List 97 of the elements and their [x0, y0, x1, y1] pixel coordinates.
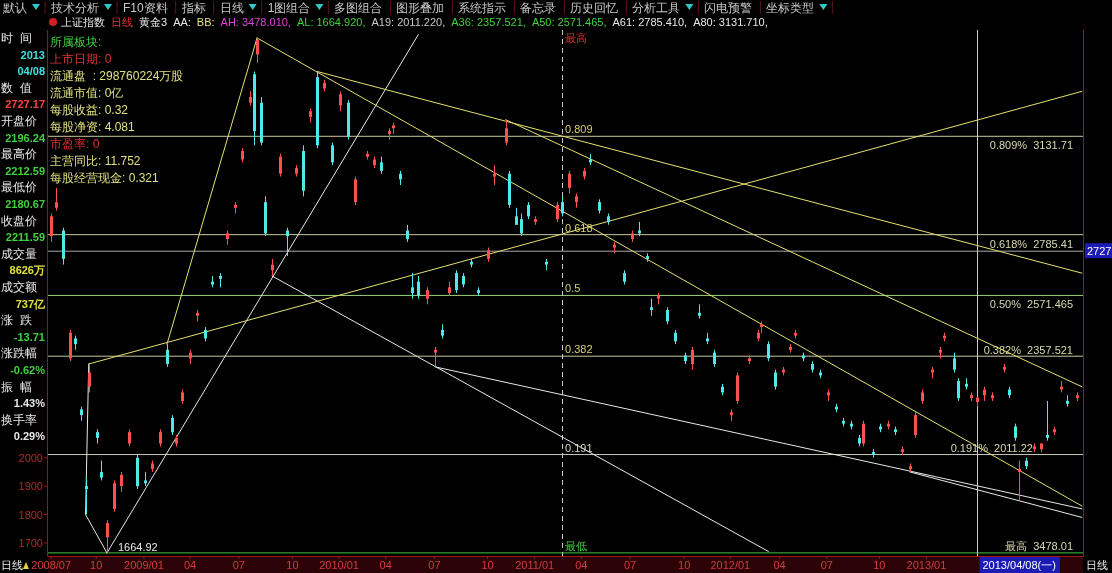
panel-value: 2212.59: [5, 164, 45, 177]
tick-label: 10: [286, 559, 299, 571]
tick-label: 04: [773, 559, 786, 571]
tick-label: 2012/01: [710, 559, 751, 571]
panel-value: 1.43%: [13, 397, 45, 410]
panel-value: -0.62%: [10, 364, 45, 376]
info-line: 每股经营现金: 0.321: [50, 171, 159, 185]
status-item: BB:: [196, 16, 215, 28]
menu-item: 图形叠加: [396, 1, 445, 15]
annotation: 最低: [565, 539, 587, 552]
panel-label: 成交额: [1, 280, 37, 294]
tick-label: 07: [623, 559, 637, 571]
tick-label: 1800: [18, 508, 43, 521]
panel-label: 涨 跌: [1, 313, 32, 328]
status-item: A61: 2785.410,: [612, 16, 688, 28]
ref-label: 2013/04/08(一): [982, 559, 1056, 571]
menu-item: 指标: [181, 1, 206, 15]
info-line: 流通盘 : 298760224万股: [50, 69, 184, 83]
status-item: AA:: [173, 16, 191, 28]
tick-label: 10: [678, 559, 691, 571]
period-label: 日线: [1, 559, 23, 571]
info-line: 每股收益: 0.32: [50, 103, 129, 117]
tick-label: 2008/07: [31, 559, 72, 571]
panel-label: 最低价: [1, 180, 37, 195]
tick-label: 04: [183, 559, 197, 571]
panel-value: 2180.67: [5, 198, 45, 210]
tick-label: 1700: [18, 536, 43, 549]
status-item: AH: 3478.010,: [220, 16, 291, 28]
status-item: 上证指数: [61, 16, 105, 28]
ref-label: 0.809% 3131.71: [989, 139, 1073, 152]
tick-label: 10: [481, 559, 494, 571]
menu-item: F10资料: [123, 1, 168, 15]
menu-item: 闪电预警: [704, 1, 753, 15]
tick-label: 07: [820, 559, 833, 571]
tick-label: 07: [428, 559, 441, 571]
annotation: 1664.92: [117, 540, 158, 553]
info-line: 每股净资: 4.081: [50, 120, 135, 134]
panel-label: 数 值: [1, 80, 32, 95]
tick-label: 2010/01: [319, 559, 359, 571]
panel-value: 0.29%: [13, 430, 45, 443]
panel-value: 2013: [20, 48, 45, 61]
annotation: 0.809: [565, 123, 593, 136]
status-item: AL: 1664.920,: [296, 16, 366, 28]
tick-label: 10: [90, 559, 103, 571]
tick-label: 2009/01: [124, 559, 164, 571]
panel-label: 收盘价: [1, 213, 37, 228]
tick-label: 1900: [18, 480, 43, 493]
tick-label: 04: [575, 559, 588, 571]
menu-item: 1图组合: [267, 1, 311, 15]
status-item: A19: 2011.220,: [371, 16, 446, 28]
status-item: A36: 2357.521,: [451, 16, 526, 28]
panel-value: 2196.24: [5, 131, 45, 144]
menu-item: 默认: [3, 1, 27, 15]
ref-label: 0.618% 2785.41: [989, 237, 1073, 250]
ref-label: 2727: [1087, 245, 1112, 258]
panel-value: 2211.59: [5, 231, 45, 244]
panel-label: 成交量: [1, 246, 37, 261]
annotation: 最高: [565, 31, 587, 44]
info-line: 市盈率: 0: [50, 137, 100, 151]
panel-value: 8626万: [9, 264, 45, 277]
panel-label: 开盘价: [1, 114, 37, 128]
info-line: 流通市值: 0亿: [50, 86, 124, 100]
info-line: 上市日期: 0: [50, 52, 112, 66]
panel-value: 04/08: [17, 65, 45, 78]
tick-label: 2011/01: [515, 559, 555, 571]
menu-item: 日线: [219, 1, 244, 15]
tick-label: 2013/01: [906, 559, 947, 571]
panel-value: 2727.17: [5, 98, 45, 111]
tick-label: 2000: [18, 451, 43, 464]
annotation: 0.5: [565, 282, 581, 295]
status-item: 黄金3: [139, 16, 168, 28]
info-line: 主营同比: 11.752: [50, 154, 141, 168]
status-item: A80: 3131.710,: [693, 16, 768, 28]
ref-label: 0.50% 2571.465: [989, 298, 1073, 311]
menu-item: 历史回忆: [570, 1, 619, 15]
menu-item: 多图组合: [334, 1, 383, 15]
panel-value: 737亿: [15, 297, 45, 310]
ref-label: 最高 3478.01: [1005, 540, 1073, 553]
annotation: 0.382: [565, 343, 593, 356]
menu-item: 技术分析: [51, 1, 99, 15]
panel-label: 振 幅: [1, 379, 32, 394]
panel-label: 最高价: [1, 147, 37, 162]
panel-label: 时 间: [1, 31, 32, 45]
panel-label: 换手率: [1, 412, 37, 427]
menu-item: 分析工具: [632, 1, 681, 15]
menu-item: 备忘录: [520, 1, 557, 15]
tick-label: 04: [379, 559, 392, 571]
status-item: A50: 2571.465,: [531, 16, 607, 28]
status-item: 日线: [111, 16, 133, 28]
period-label: 日线: [1086, 559, 1108, 571]
info-line: 所属板块:: [50, 35, 102, 49]
tick-label: 07: [232, 559, 245, 571]
panel-value: -13.71: [13, 330, 45, 343]
tick-label: 10: [873, 559, 886, 571]
menu-item: 坐标类型: [766, 1, 815, 15]
menu-item: 系统指示: [458, 1, 507, 15]
panel-label: 涨跌幅: [1, 346, 37, 361]
